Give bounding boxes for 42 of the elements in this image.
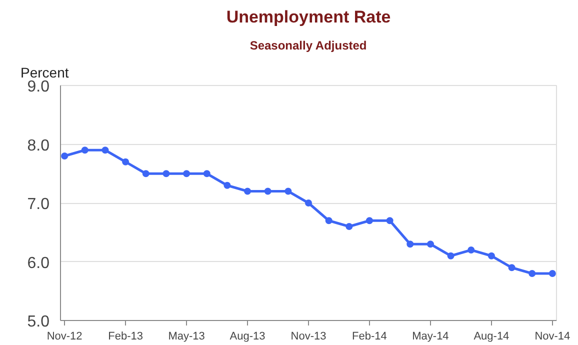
chart-subtitle: Seasonally Adjusted	[250, 38, 367, 52]
y-tick-label: 5.0	[27, 314, 50, 330]
point	[264, 188, 272, 195]
y-tick-label: 8.0	[27, 137, 50, 154]
point	[447, 252, 454, 260]
point	[366, 217, 373, 224]
point	[162, 170, 170, 178]
point	[61, 152, 68, 160]
point	[325, 217, 332, 224]
point	[224, 182, 231, 189]
x-tick-label: May-13	[168, 330, 205, 342]
point	[284, 188, 292, 195]
point	[386, 217, 394, 224]
x-tick-label: Feb-14	[352, 330, 387, 342]
y-tick-label: 6.0	[27, 254, 50, 272]
x-tick-label: Nov-12	[46, 330, 82, 342]
x-tick-label: Feb-13	[108, 330, 143, 342]
point	[468, 246, 475, 254]
point	[346, 223, 353, 230]
point	[81, 146, 88, 154]
chart-title: Unemployment Rate	[226, 8, 391, 26]
point	[305, 200, 312, 206]
point	[406, 240, 414, 248]
point	[122, 158, 130, 166]
point	[203, 170, 210, 178]
point	[548, 270, 556, 277]
point	[508, 264, 516, 272]
point	[183, 170, 190, 178]
point	[142, 170, 150, 178]
point	[244, 188, 252, 195]
x-tick-label: May-14	[412, 330, 449, 342]
y-tick-label: 7.0	[27, 196, 50, 213]
point	[488, 252, 495, 260]
x-tick-label: Nov-13	[290, 330, 326, 342]
point	[528, 270, 536, 277]
point	[426, 240, 434, 248]
x-tick-label: Aug-14	[474, 330, 510, 342]
y-axis-title: Percent	[20, 64, 69, 80]
x-tick-label: Nov-14	[534, 330, 570, 342]
y-tick-label: 9.0	[27, 78, 50, 96]
x-tick-label: Aug-13	[230, 330, 266, 342]
point	[102, 146, 109, 154]
